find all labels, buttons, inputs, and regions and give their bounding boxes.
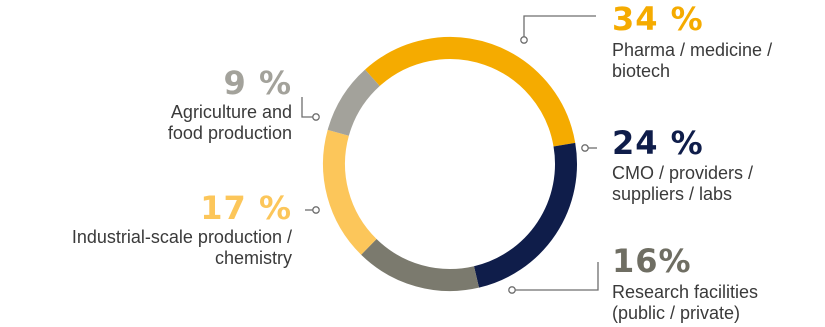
leader-dot-industrial — [312, 206, 320, 214]
leader-dot-cmo — [581, 144, 589, 152]
leader-dot-research — [508, 286, 516, 294]
slice-label-pharma-line1: Pharma / medicine / — [612, 40, 773, 60]
slice-label-pharma-line2: biotech — [612, 61, 671, 81]
slice-label-industrial-line1: Industrial-scale production / — [71, 227, 292, 247]
slice-value-pharma: 34 % — [612, 0, 704, 38]
leader-dots — [312, 36, 589, 294]
slice-label-research: Research facilities (public / private) — [612, 282, 758, 324]
donut-slice-industrial — [323, 129, 377, 255]
leader-line-research — [512, 262, 599, 291]
slice-label-industrial: Industrial-scale production / chemistry — [72, 227, 292, 269]
slice-value-cmo: 24 % — [612, 124, 704, 162]
leader-line-agri — [301, 97, 316, 118]
leader-dot-agri — [312, 113, 320, 121]
slice-label-cmo: CMO / providers / suppliers / labs — [612, 163, 753, 205]
donut-slice-agri — [327, 69, 380, 137]
slice-label-research-line1: Research facilities — [612, 282, 759, 302]
leader-dot-pharma — [520, 36, 528, 44]
slice-label-agri-line1: Agriculture and — [170, 102, 292, 122]
leader-lines — [301, 15, 599, 291]
slice-label-industrial-line2: chemistry — [214, 248, 292, 268]
slice-label-agri: Agriculture and food production — [168, 102, 292, 144]
slice-label-research-line2: (public / private) — [612, 303, 741, 323]
slice-value-research: 16% — [612, 242, 692, 280]
donut-slice-research — [361, 238, 479, 291]
leader-line-pharma — [523, 15, 596, 40]
donut-slice-pharma — [365, 37, 576, 147]
slice-label-cmo-line1: CMO / providers / — [612, 163, 754, 183]
slice-value-industrial: 17 % — [200, 189, 292, 227]
slice-value-agri: 9 % — [223, 64, 292, 102]
slice-label-cmo-line2: suppliers / labs — [612, 184, 733, 204]
slice-label-pharma: Pharma / medicine / biotech — [612, 40, 772, 82]
donut-slice-cmo — [473, 142, 577, 288]
slice-label-agri-line2: food production — [167, 123, 292, 143]
donut-ring — [323, 37, 577, 291]
